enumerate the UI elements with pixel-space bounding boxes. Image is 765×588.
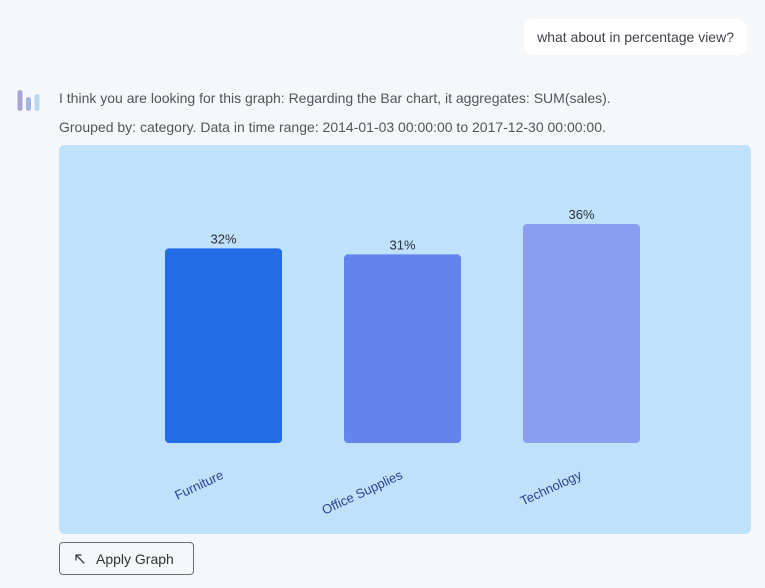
data-label: 36% — [568, 207, 594, 222]
assistant-message-line-1: I think you are looking for this graph: … — [59, 90, 611, 106]
x-tick-label: Furniture — [172, 467, 225, 503]
chart-assistant-icon — [17, 90, 40, 111]
x-tick-label: Office Supplies — [319, 467, 405, 518]
x-tick-label: Technology — [518, 467, 584, 509]
apply-graph-label: Apply Graph — [96, 550, 174, 567]
user-message-bubble: what about in percentage view? — [524, 19, 747, 55]
data-label: 31% — [389, 237, 415, 252]
bar-chart-svg: 32% Furniture 31% Office Supplies 36% Technol… — [165, 207, 640, 518]
data-label: 32% — [210, 231, 236, 246]
assistant-message-line-2: Grouped by: category. Data in time range… — [59, 119, 606, 135]
bar-chart: 32% Furniture 31% Office Supplies 36% Technol… — [59, 145, 751, 534]
bar-office-supplies — [344, 254, 461, 443]
bar-furniture — [165, 248, 282, 443]
apply-graph-button[interactable]: Apply Graph — [59, 542, 194, 575]
arrow-up-left-icon — [75, 553, 85, 564]
bar-technology — [523, 224, 640, 443]
